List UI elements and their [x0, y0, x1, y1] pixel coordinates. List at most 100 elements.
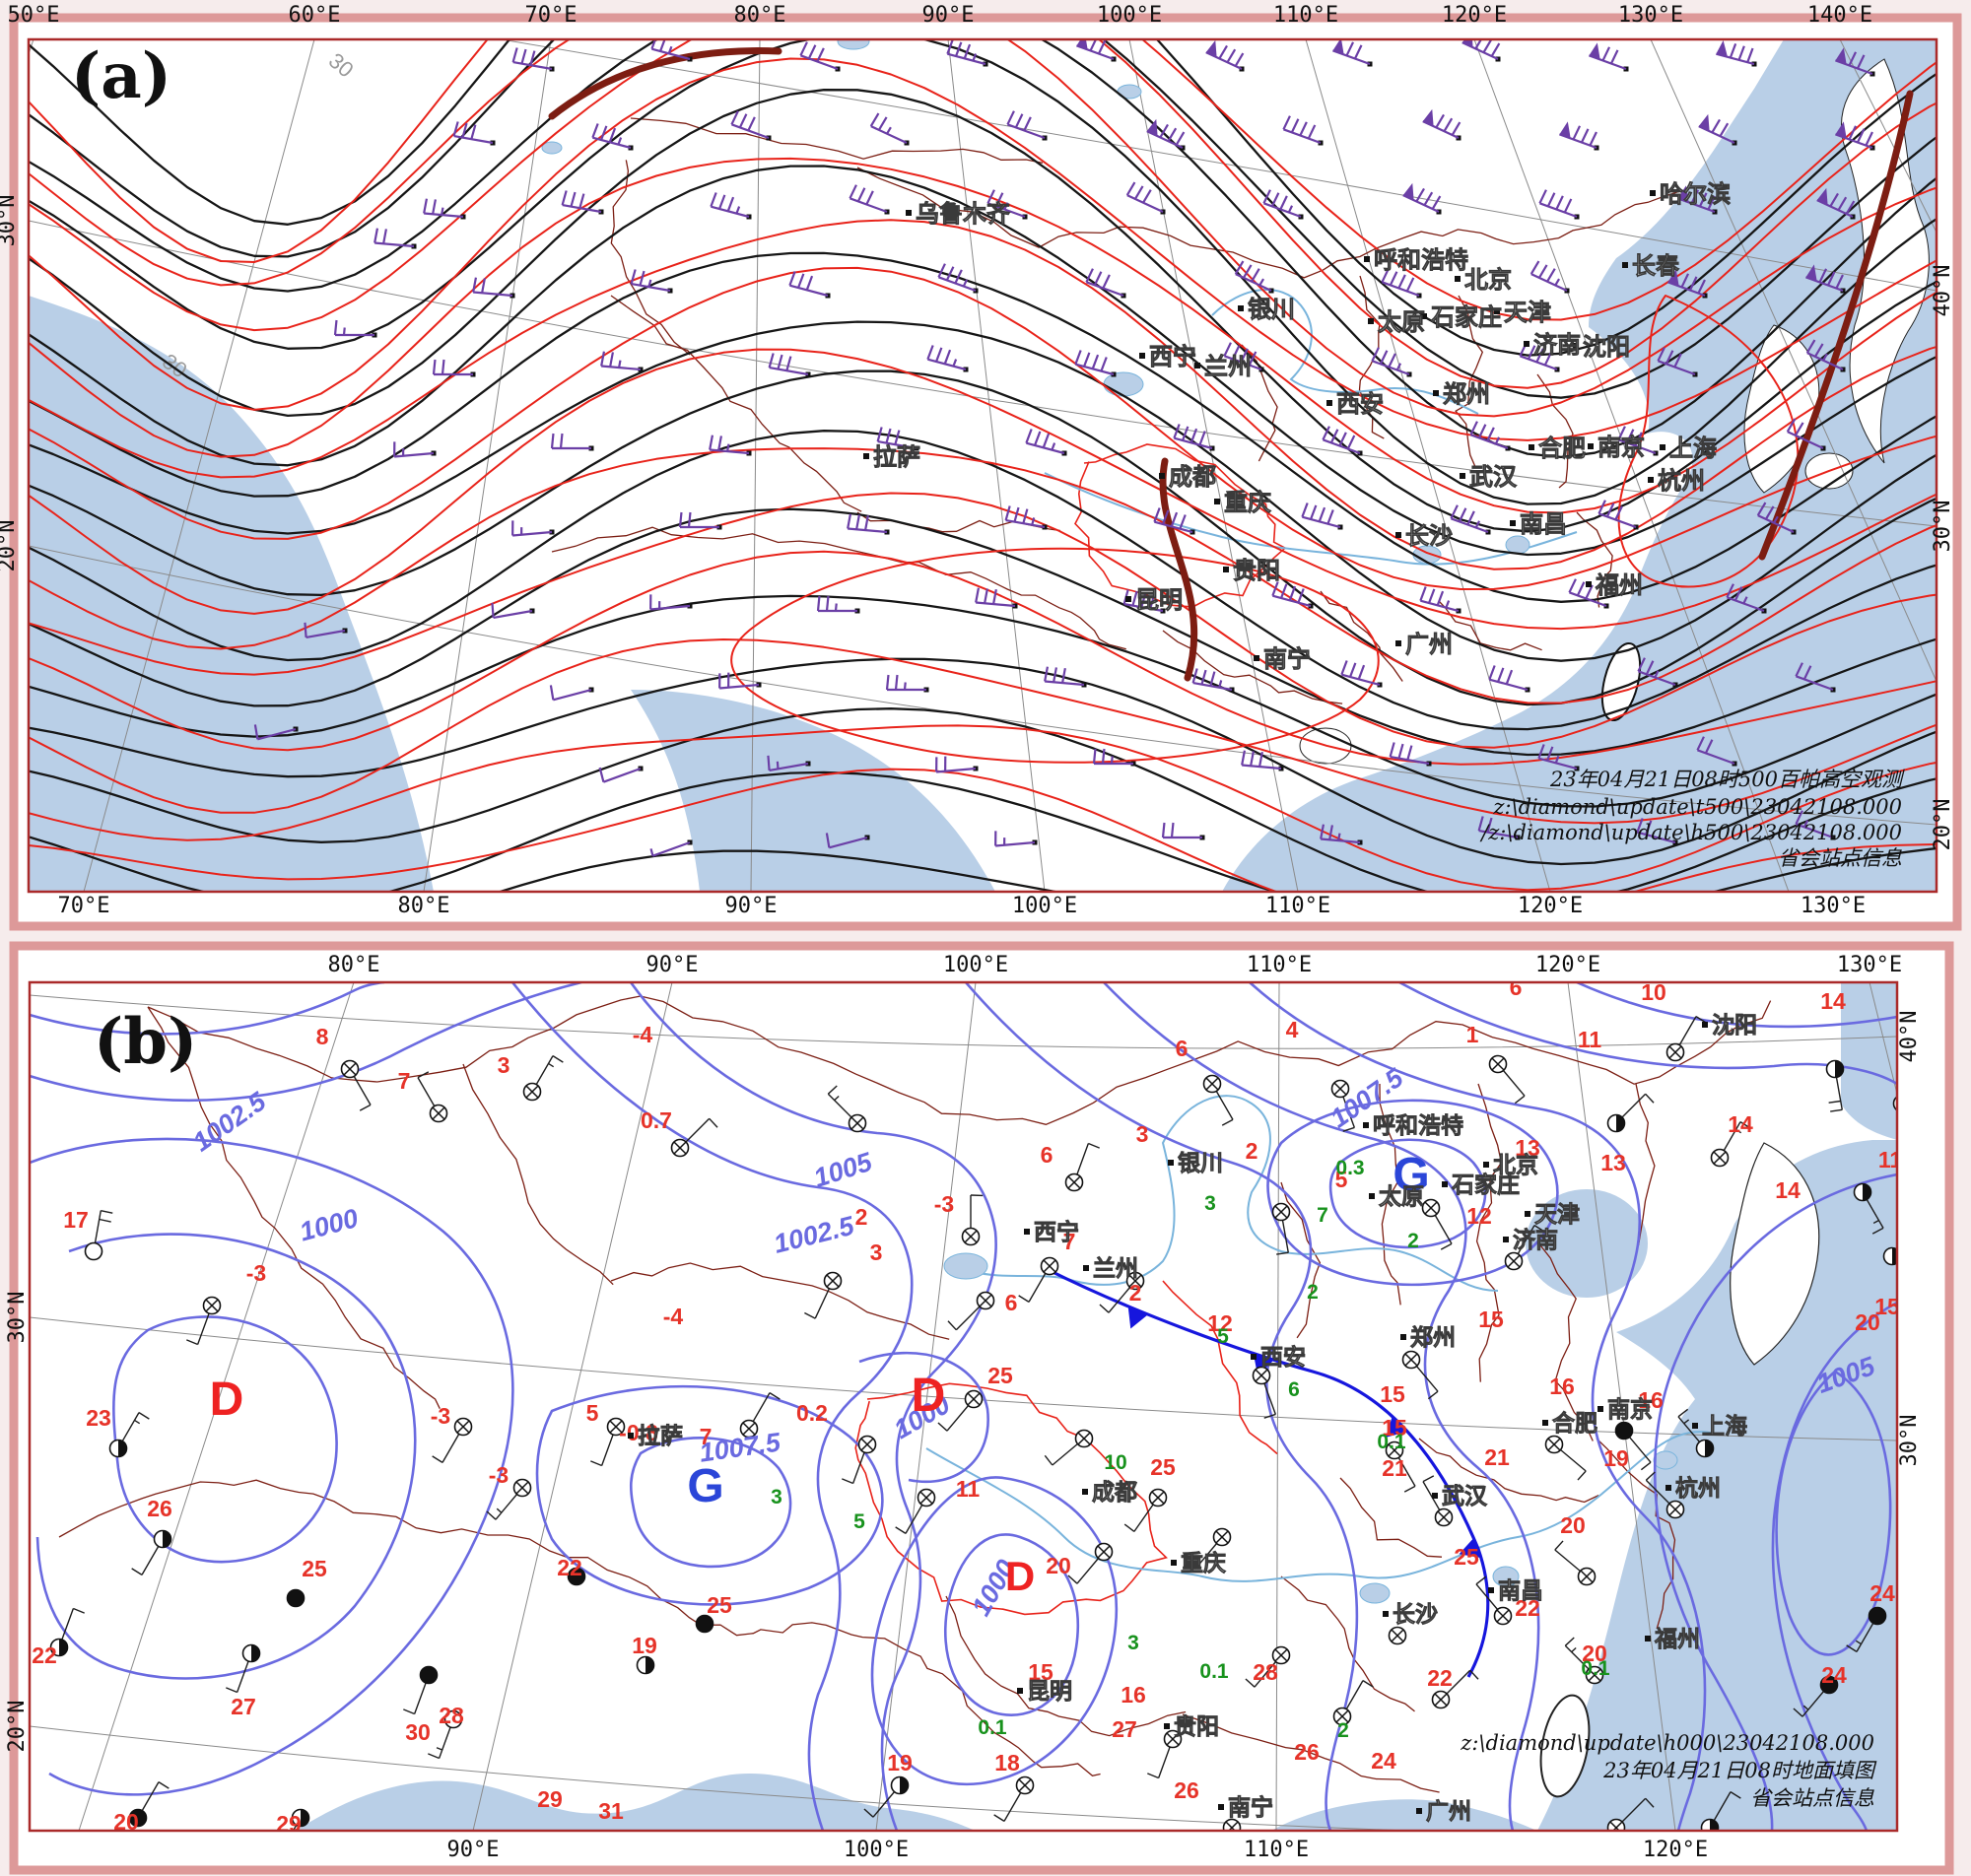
wind-barb	[1092, 748, 1133, 766]
wind-barb	[1381, 268, 1420, 298]
lon-label: 130°E	[1618, 3, 1683, 28]
temp-value: 11	[1578, 1027, 1602, 1052]
wind-barb	[1085, 268, 1124, 298]
precip-value: 2	[1307, 1281, 1319, 1304]
city-label: 重庆	[1181, 1550, 1226, 1575]
taiwan-b	[1539, 1694, 1591, 1798]
high-pressure-center: G	[1393, 1149, 1429, 1201]
station-h	[291, 1808, 310, 1831]
wind-barb	[849, 184, 888, 214]
wind-barb	[1271, 581, 1312, 608]
lon-label: 120°E	[1518, 894, 1583, 918]
map-annotation: 省会站点信息	[1778, 846, 1902, 870]
wind-barb	[1125, 181, 1164, 213]
lat-label: 20°N	[5, 1701, 30, 1753]
lon-label: 100°E	[943, 953, 1008, 977]
station-x	[1504, 1225, 1545, 1271]
city-dot	[1139, 353, 1145, 359]
wind-barb	[1173, 424, 1213, 450]
temp-value: 20	[113, 1809, 139, 1835]
province-border	[147, 995, 1772, 1125]
lon-label: 80°E	[328, 953, 380, 977]
wind-barb	[304, 622, 346, 639]
panel-a-label: (a)	[71, 39, 172, 113]
isobars	[30, 982, 1897, 1831]
city-label: 济南	[1513, 1227, 1558, 1252]
surface-stations	[49, 1016, 1897, 1831]
wind-barb	[1657, 347, 1696, 376]
city-label: 成都	[1169, 464, 1216, 491]
lon-label: 60°E	[289, 3, 341, 28]
wind-barb	[1282, 115, 1322, 145]
temp-value: 6	[1176, 1036, 1189, 1061]
city-label: 上海	[1669, 435, 1717, 462]
station-x	[827, 1085, 867, 1133]
wind-barb	[591, 123, 632, 150]
lon-label: 90°E	[725, 894, 778, 918]
city-dot	[1254, 655, 1259, 661]
station-x	[1606, 1797, 1655, 1831]
wind-barb	[1835, 121, 1873, 150]
city-dot	[1660, 444, 1665, 450]
wind-barb	[1461, 39, 1501, 60]
temp-value: 11	[956, 1476, 981, 1502]
city-label: 西安	[1260, 1344, 1306, 1370]
city-dot	[628, 1433, 634, 1439]
station-x	[961, 1194, 984, 1246]
front-triangle	[1386, 1416, 1408, 1438]
city-dot	[1164, 1723, 1170, 1729]
sea-arabian	[29, 296, 434, 892]
wind-barb	[1006, 110, 1046, 140]
wind-barb	[986, 189, 1026, 219]
temp-value: 15	[1028, 1659, 1053, 1685]
city-label: 合肥	[1538, 435, 1586, 462]
station-x	[1388, 1626, 1407, 1645]
wind-barb	[649, 840, 691, 857]
province-border	[610, 1262, 950, 1340]
wind-barb	[1488, 665, 1529, 692]
wind-barb	[1076, 39, 1115, 61]
temp-value: 25	[707, 1592, 732, 1618]
city-dot	[1218, 1804, 1224, 1810]
temp-contours	[29, 39, 1937, 892]
trough-lines	[548, 47, 1914, 682]
temp-value: 24	[1371, 1748, 1396, 1774]
wind-barb	[511, 47, 553, 71]
temp-value: 20	[1582, 1641, 1607, 1666]
temp-value: 2	[1129, 1280, 1142, 1306]
temp-value: 3	[1136, 1121, 1149, 1147]
city-dot	[1433, 390, 1439, 396]
station-x	[186, 1296, 222, 1346]
map-annotation: 23年04月21日08时地面填图	[1602, 1759, 1877, 1782]
temp-value: 19	[1603, 1445, 1629, 1471]
wind-barb	[730, 110, 770, 140]
city-dot	[1665, 1485, 1671, 1491]
station-x	[1252, 1366, 1277, 1419]
temp-value: 0.7	[641, 1107, 672, 1133]
station-x	[1710, 1121, 1751, 1168]
wind-barb	[1698, 113, 1735, 144]
temp-value: 0.2	[796, 1400, 828, 1426]
temp-value: 29	[276, 1811, 302, 1837]
map-annotation: z:\diamond\update\h000\23042108.000	[1460, 1731, 1874, 1755]
temp-value: -3	[431, 1403, 450, 1429]
station-f	[567, 1567, 586, 1586]
wind-barb	[876, 427, 918, 450]
lon-label: 130°E	[1801, 894, 1866, 918]
city-label: 南昌	[1498, 1577, 1543, 1603]
wind-barb	[1696, 736, 1735, 766]
front-triangle	[1459, 1537, 1482, 1559]
city-label: 广州	[1405, 631, 1453, 658]
wind-barb	[1161, 822, 1202, 839]
city-dot	[1024, 1229, 1030, 1235]
wind-barb	[561, 190, 602, 214]
wind-barb	[1262, 189, 1302, 219]
precip-value: 6	[1288, 1378, 1300, 1401]
city-dot	[1442, 1181, 1448, 1187]
precip-value: 3	[1204, 1192, 1216, 1215]
lon-label: 100°E	[1012, 894, 1077, 918]
temp-value: 5	[1335, 1167, 1348, 1192]
city-label: 南昌	[1520, 511, 1567, 538]
wind-barb	[1469, 421, 1509, 450]
city-dot	[1529, 444, 1534, 450]
